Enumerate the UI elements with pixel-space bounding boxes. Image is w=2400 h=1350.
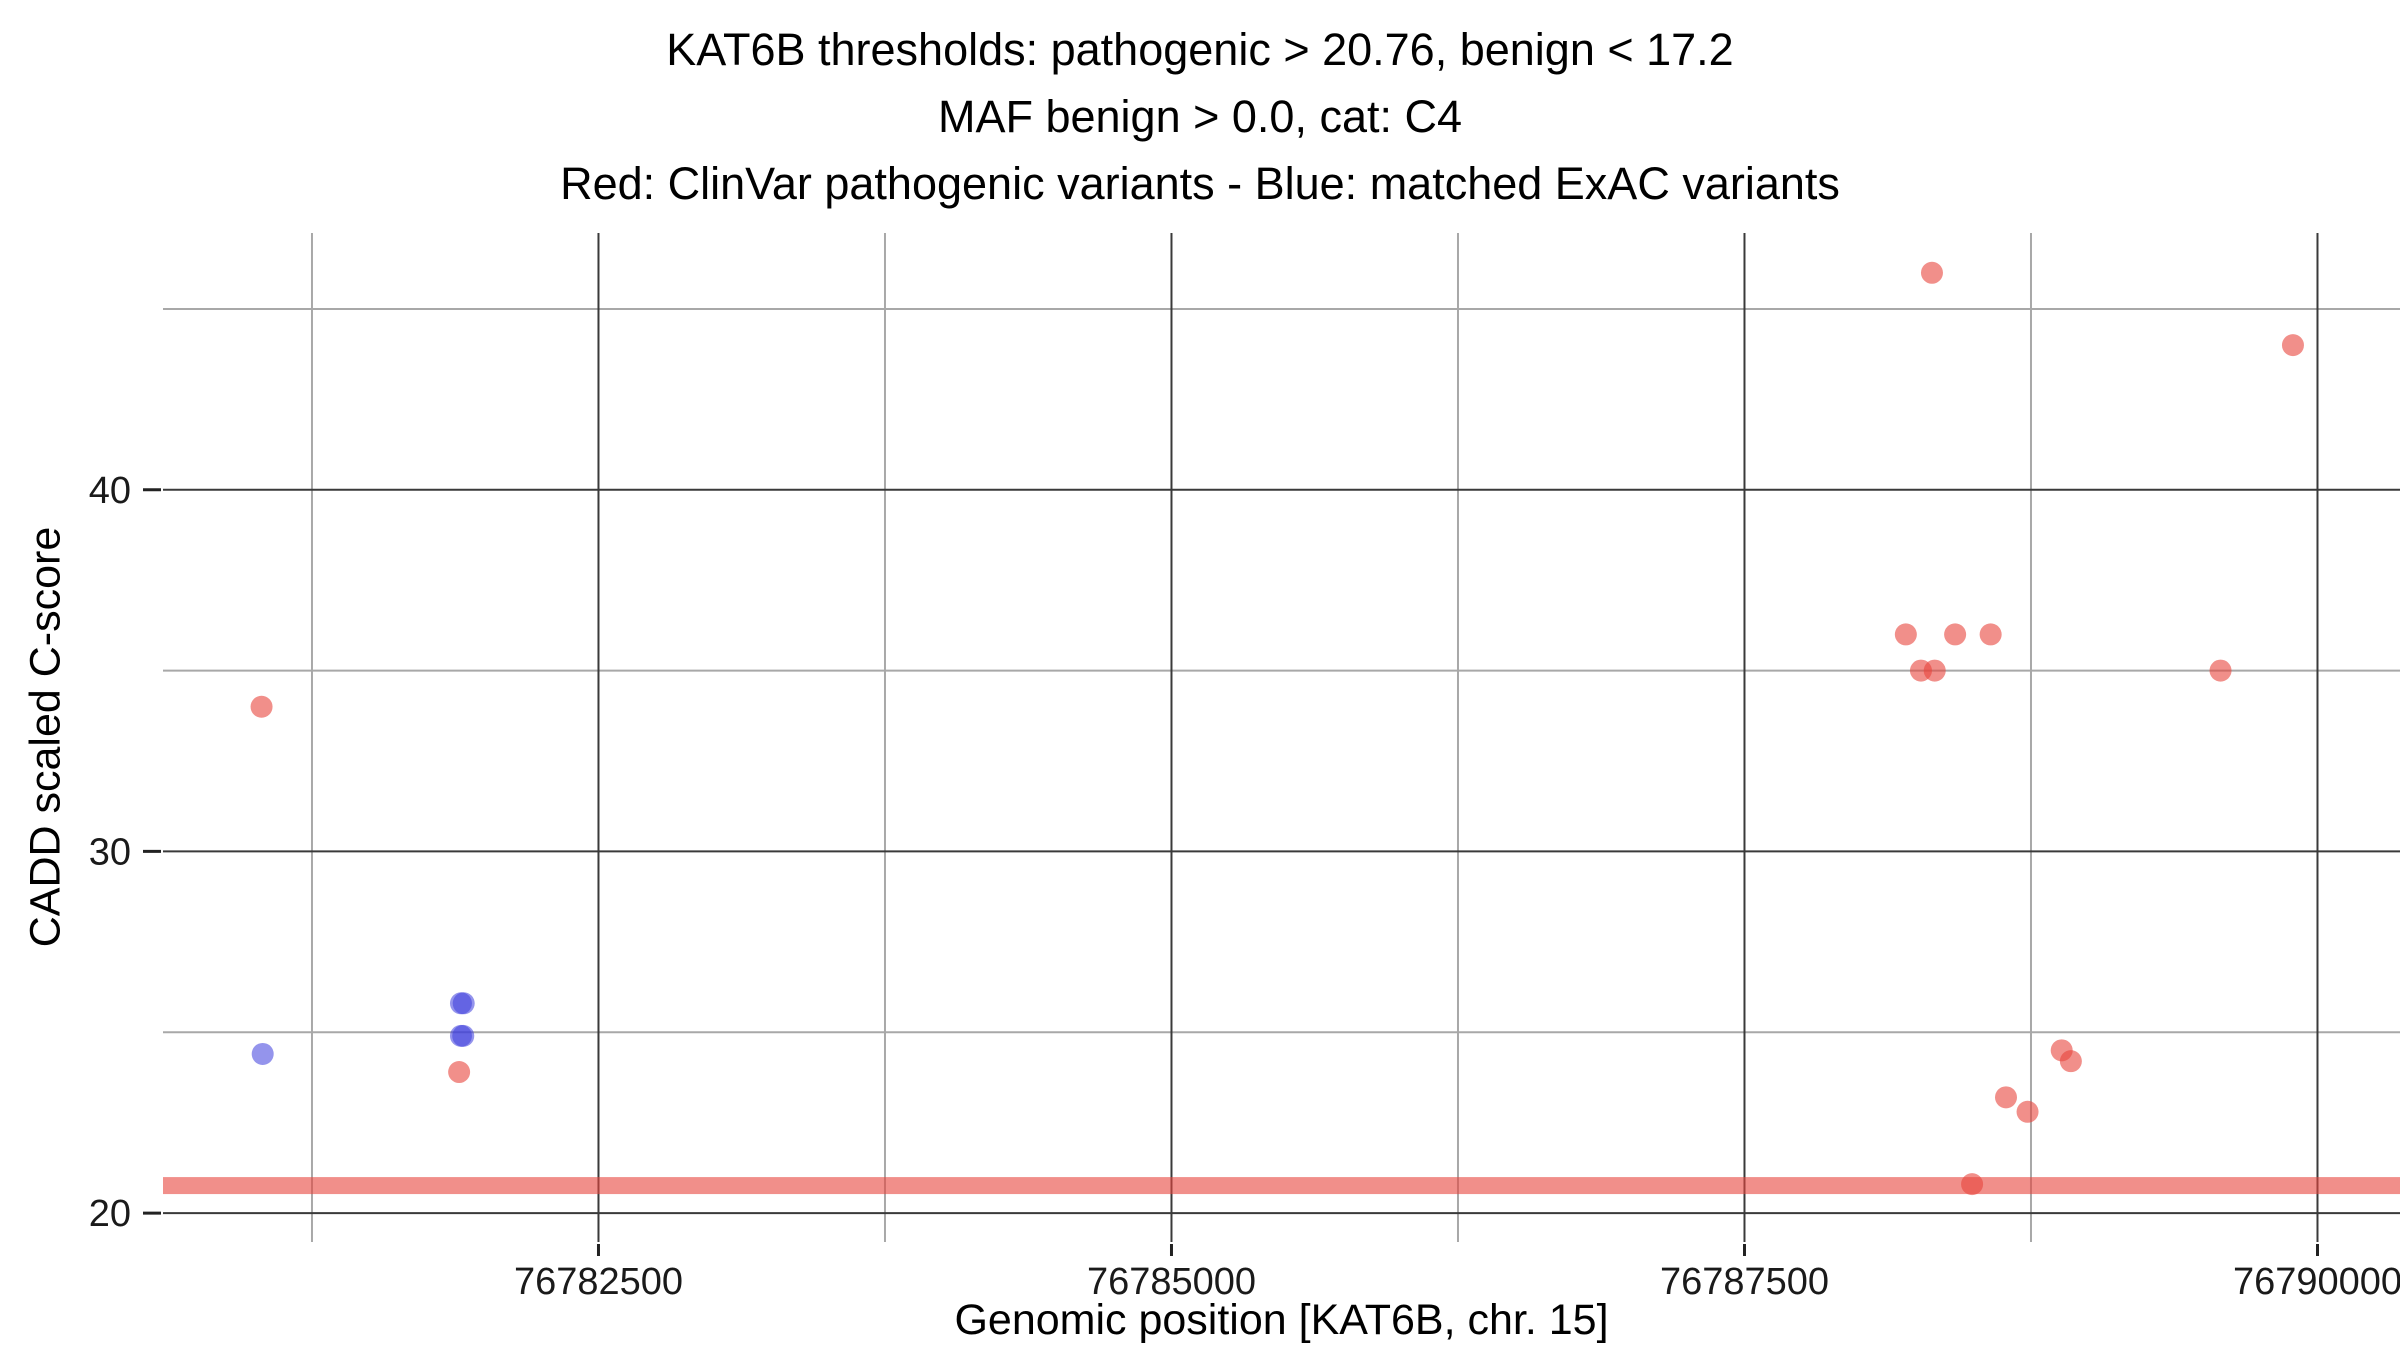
chart-title-line3: Red: ClinVar pathogenic variants - Blue:…	[560, 158, 1840, 209]
pathogenic-point	[1944, 623, 1967, 646]
y-tick-label: 20	[89, 1193, 131, 1235]
pathogenic-point	[1995, 1086, 2018, 1109]
exac-point	[452, 992, 475, 1015]
pathogenic-point	[250, 695, 273, 718]
pathogenic-point	[2281, 334, 2304, 357]
exac-point	[452, 1024, 475, 1047]
pathogenic-point	[1979, 623, 2002, 646]
pathogenic-point	[1894, 623, 1917, 646]
y-axis-label: CADD scaled C-score	[21, 526, 70, 948]
pathogenic-point	[2016, 1100, 2039, 1123]
pathogenic-point	[448, 1061, 471, 1084]
x-axis-label: Genomic position [KAT6B, chr. 15]	[954, 1296, 1609, 1344]
threshold-band	[163, 1177, 2400, 1195]
chart-title-line2: MAF benign > 0.0, cat: C4	[937, 91, 1463, 142]
x-tick-label: 76790000	[2233, 1261, 2400, 1303]
x-tick-label: 76785000	[1087, 1261, 1256, 1303]
chart-title-line1: KAT6B thresholds: pathogenic > 20.76, be…	[666, 24, 1734, 75]
pathogenic-point	[2209, 659, 2232, 682]
pathogenic-point	[1961, 1173, 1984, 1196]
x-tick-label: 76782500	[514, 1261, 683, 1303]
x-tick-label: 76787500	[1660, 1261, 1829, 1303]
chart-title: KAT6B thresholds: pathogenic > 20.76, be…	[0, 16, 2400, 217]
y-tick-label: 30	[89, 831, 131, 873]
pathogenic-point	[2059, 1050, 2082, 1073]
pathogenic-point	[1920, 261, 1943, 284]
y-tick-label: 40	[89, 470, 131, 512]
pathogenic-point	[1923, 659, 1946, 682]
exac-point	[251, 1042, 274, 1065]
